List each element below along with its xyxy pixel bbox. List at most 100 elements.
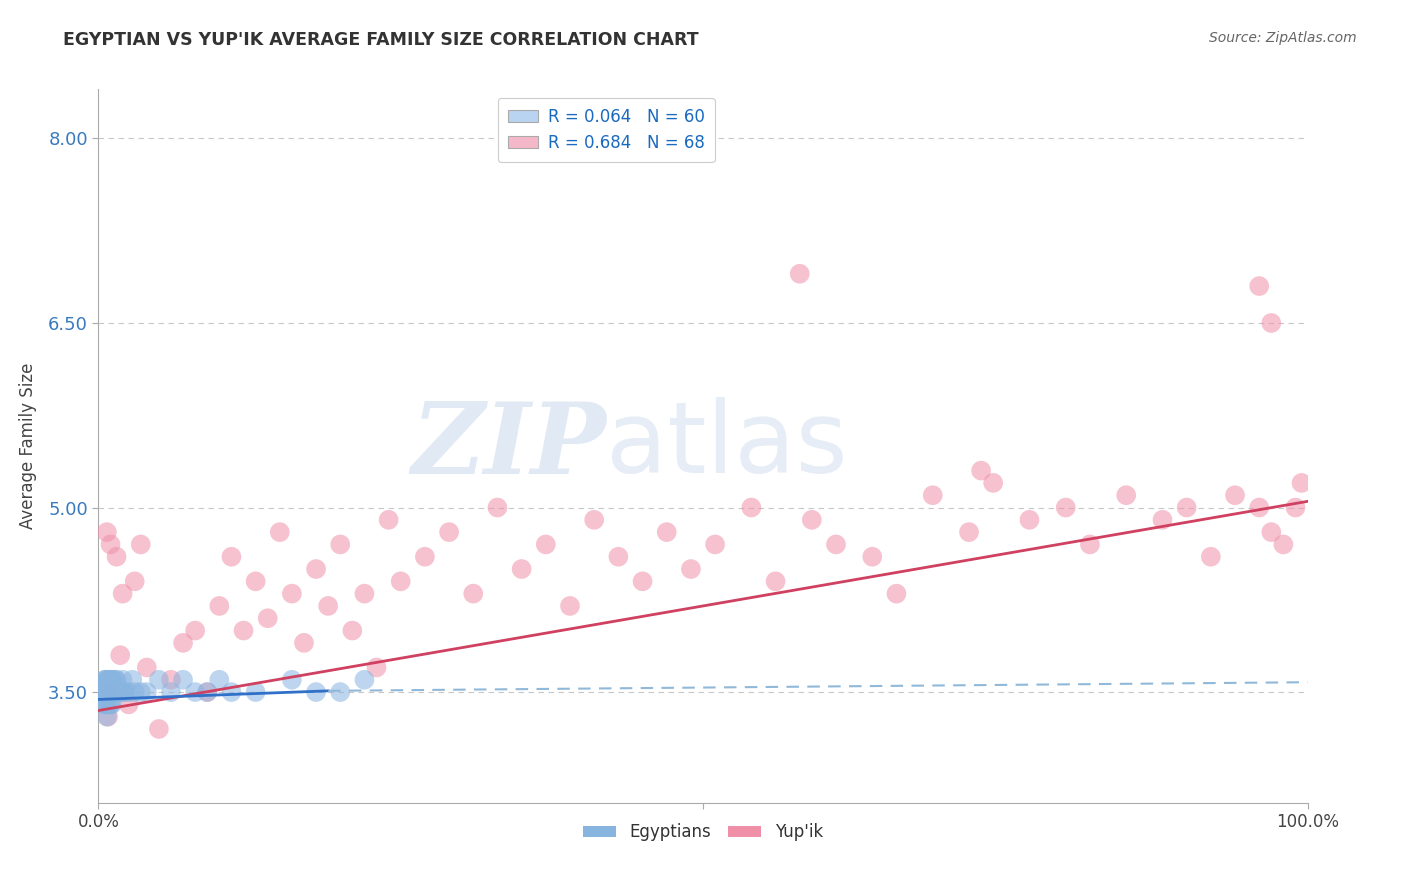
Point bbox=[208, 673, 231, 687]
Text: EGYPTIAN VS YUP'IK AVERAGE FAMILY SIZE CORRELATION CHART: EGYPTIAN VS YUP'IK AVERAGE FAMILY SIZE C… bbox=[63, 31, 699, 49]
Point bbox=[1223, 488, 1246, 502]
Point bbox=[1115, 488, 1137, 502]
Point bbox=[172, 673, 194, 687]
Point bbox=[281, 587, 304, 601]
Point bbox=[121, 673, 143, 687]
Point bbox=[100, 698, 122, 712]
Point bbox=[1260, 525, 1282, 540]
Point bbox=[740, 500, 762, 515]
Point bbox=[118, 685, 141, 699]
Point bbox=[96, 685, 118, 699]
Y-axis label: Average Family Size: Average Family Size bbox=[18, 363, 37, 529]
Point bbox=[118, 698, 141, 712]
Point bbox=[101, 685, 124, 699]
Text: Source: ZipAtlas.com: Source: ZipAtlas.com bbox=[1209, 31, 1357, 45]
Point bbox=[558, 599, 581, 613]
Point bbox=[353, 587, 375, 601]
Point bbox=[160, 673, 183, 687]
Point bbox=[100, 685, 122, 699]
Point bbox=[100, 698, 122, 712]
Point bbox=[97, 685, 120, 699]
Point bbox=[316, 599, 339, 613]
Point bbox=[704, 537, 727, 551]
Point bbox=[97, 685, 120, 699]
Point bbox=[607, 549, 630, 564]
Point bbox=[111, 587, 134, 601]
Point bbox=[103, 685, 125, 699]
Point bbox=[135, 685, 157, 699]
Point bbox=[107, 685, 129, 699]
Point bbox=[221, 685, 243, 699]
Point bbox=[96, 698, 118, 712]
Point bbox=[765, 574, 787, 589]
Point bbox=[124, 685, 146, 699]
Point bbox=[377, 513, 399, 527]
Point bbox=[100, 685, 122, 699]
Point bbox=[1272, 537, 1295, 551]
Point bbox=[104, 685, 127, 699]
Point bbox=[114, 685, 136, 699]
Point bbox=[100, 685, 122, 699]
Point bbox=[305, 562, 328, 576]
Point bbox=[93, 685, 115, 699]
Point bbox=[94, 673, 117, 687]
Point bbox=[98, 685, 121, 699]
Point bbox=[97, 673, 120, 687]
Point bbox=[172, 636, 194, 650]
Point bbox=[437, 525, 460, 540]
Point bbox=[97, 709, 120, 723]
Point bbox=[1018, 513, 1040, 527]
Point bbox=[463, 587, 485, 601]
Point bbox=[101, 685, 124, 699]
Point bbox=[96, 673, 118, 687]
Point bbox=[111, 685, 134, 699]
Point bbox=[389, 574, 412, 589]
Text: atlas: atlas bbox=[606, 398, 848, 494]
Point bbox=[970, 464, 993, 478]
Point bbox=[245, 574, 267, 589]
Point bbox=[486, 500, 509, 515]
Point bbox=[1175, 500, 1198, 515]
Point bbox=[1260, 316, 1282, 330]
Point bbox=[413, 549, 436, 564]
Point bbox=[105, 685, 128, 699]
Point bbox=[129, 537, 152, 551]
Point bbox=[93, 685, 115, 699]
Point bbox=[329, 685, 352, 699]
Point bbox=[789, 267, 811, 281]
Point bbox=[800, 513, 823, 527]
Point bbox=[1199, 549, 1222, 564]
Point bbox=[1249, 500, 1271, 515]
Point bbox=[93, 673, 115, 687]
Point bbox=[105, 673, 128, 687]
Point bbox=[103, 685, 125, 699]
Point bbox=[281, 673, 304, 687]
Point bbox=[510, 562, 533, 576]
Point bbox=[100, 537, 122, 551]
Point bbox=[921, 488, 943, 502]
Point bbox=[195, 685, 218, 699]
Point bbox=[184, 624, 207, 638]
Point bbox=[94, 698, 117, 712]
Point bbox=[353, 673, 375, 687]
Point bbox=[366, 660, 388, 674]
Point bbox=[108, 685, 131, 699]
Point bbox=[957, 525, 980, 540]
Point bbox=[1054, 500, 1077, 515]
Point bbox=[631, 574, 654, 589]
Point bbox=[148, 673, 170, 687]
Point bbox=[124, 574, 146, 589]
Point bbox=[94, 685, 117, 699]
Point bbox=[981, 475, 1004, 490]
Point bbox=[101, 673, 124, 687]
Point bbox=[1152, 513, 1174, 527]
Point bbox=[679, 562, 702, 576]
Point bbox=[100, 685, 122, 699]
Point bbox=[292, 636, 315, 650]
Point bbox=[93, 698, 115, 712]
Point bbox=[221, 549, 243, 564]
Point bbox=[1291, 475, 1313, 490]
Point bbox=[148, 722, 170, 736]
Point bbox=[100, 673, 122, 687]
Point bbox=[96, 525, 118, 540]
